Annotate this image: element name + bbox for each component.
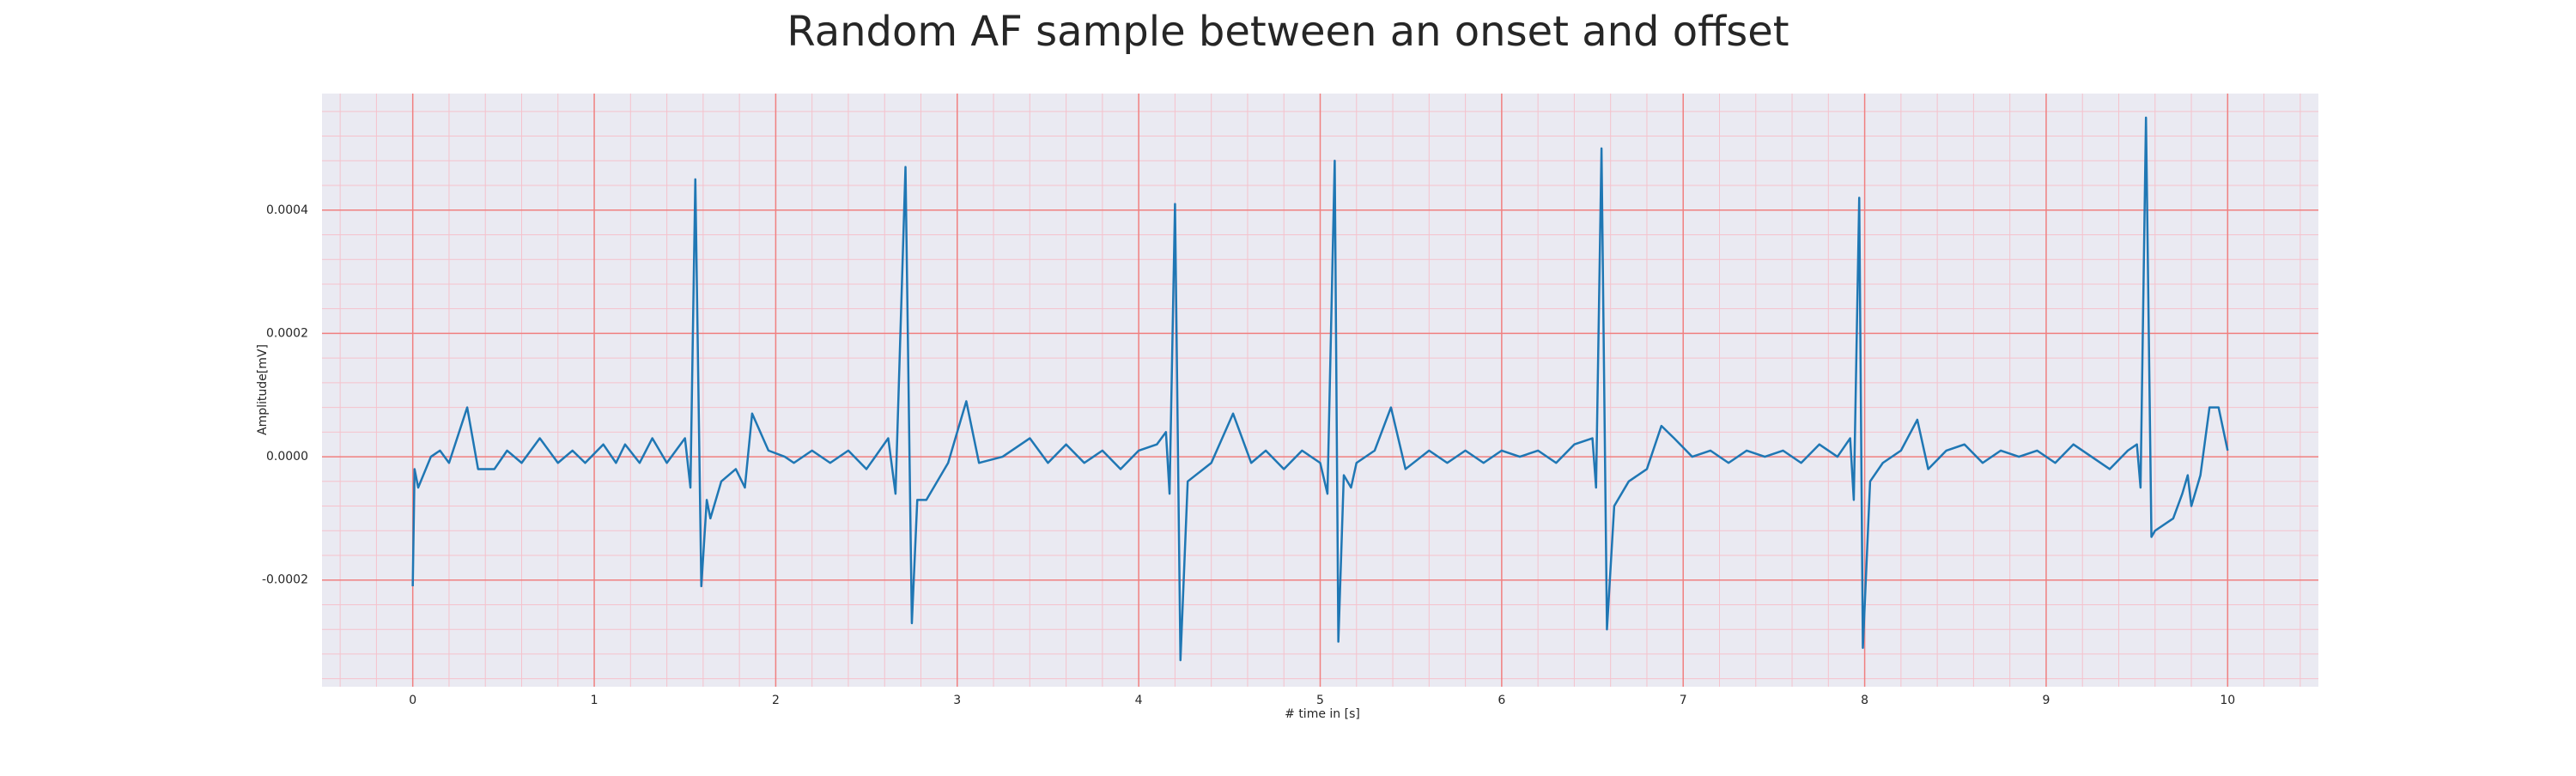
y-tick-label: -0.0002 (262, 573, 308, 587)
x-axis-label: # time in [s] (1285, 707, 1360, 721)
y-tick-label: 0.0004 (266, 203, 308, 217)
x-tick-label: 10 (2220, 694, 2235, 707)
x-tick-label: 7 (1680, 694, 1687, 707)
x-tick-label: 3 (953, 694, 961, 707)
chart-title: Random AF sample between an onset and of… (787, 8, 1789, 56)
x-tick-label: 8 (1861, 694, 1868, 707)
x-tick-label: 1 (591, 694, 598, 707)
y-tick-label: 0.0000 (266, 450, 308, 464)
y-axis-label: Amplitude[mV] (256, 344, 270, 435)
x-tick-label: 9 (2042, 694, 2050, 707)
y-tick-label: 0.0002 (266, 326, 308, 340)
x-tick-label: 5 (1316, 694, 1324, 707)
signal-line (411, 116, 2229, 662)
x-tick-label: 0 (409, 694, 416, 707)
x-tick-label: 6 (1498, 694, 1505, 707)
x-tick-label: 4 (1135, 694, 1143, 707)
x-tick-label: 2 (772, 694, 780, 707)
